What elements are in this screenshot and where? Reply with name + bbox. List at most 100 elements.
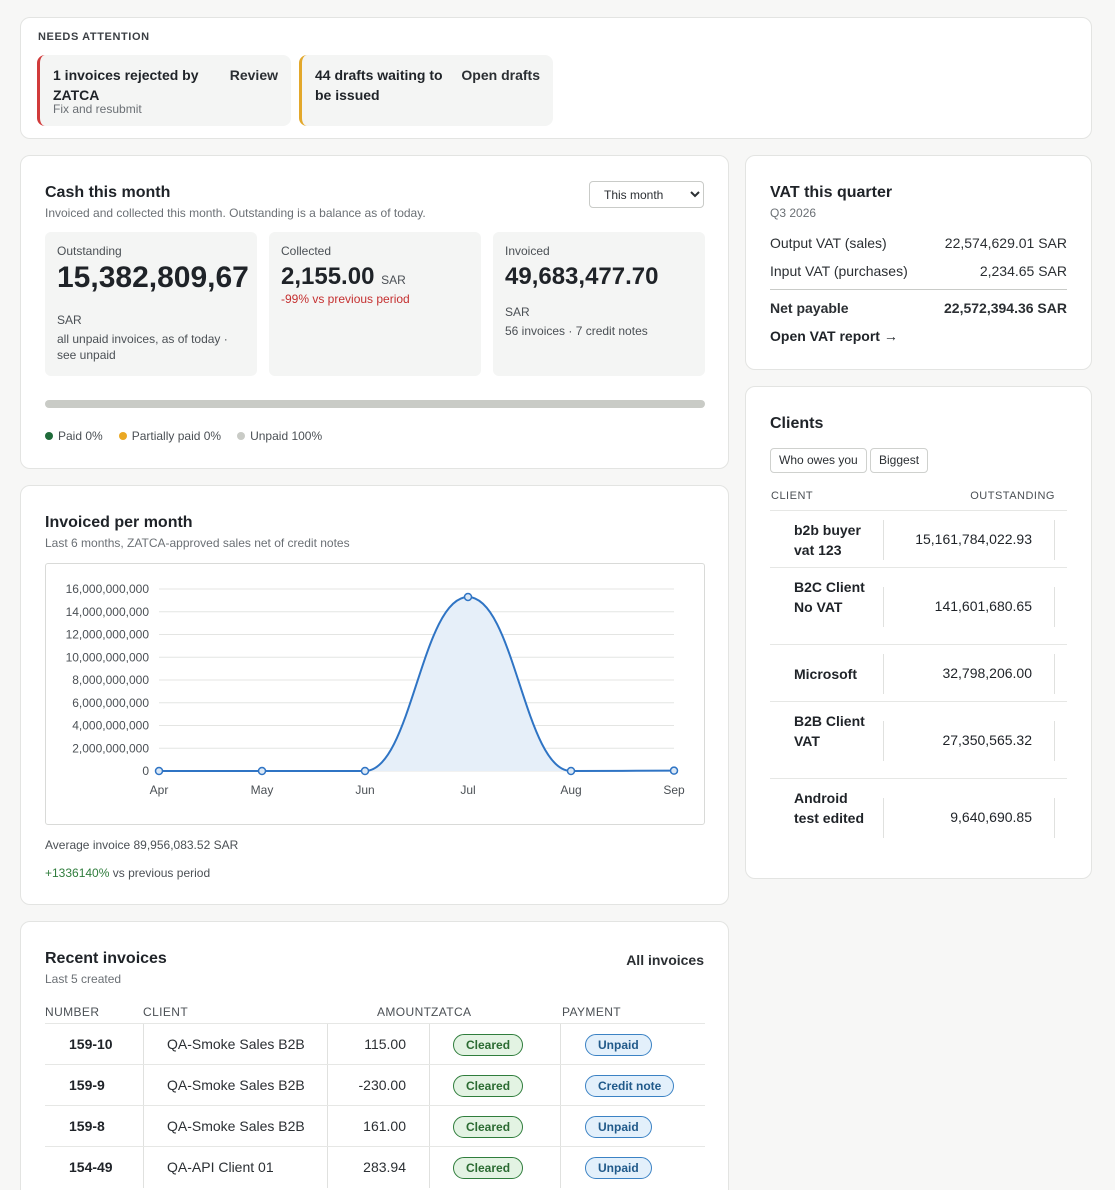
col-divider <box>143 1106 144 1147</box>
row-divider <box>1054 797 1055 838</box>
review-link[interactable]: Review <box>229 67 278 83</box>
col-zatca[interactable]: ZATCA <box>431 1005 472 1019</box>
x-tick-label: May <box>251 783 274 797</box>
invoice-number[interactable]: 159-8 <box>69 1118 105 1134</box>
recent-invoices-card: Recent invoices Last 5 created All invoi… <box>20 921 729 1190</box>
invoice-row[interactable]: 159-9 QA-Smoke Sales B2B -230.00 Cleared Cre… <box>45 1064 705 1106</box>
client-row[interactable]: b2b buyer vat 123 15,161,784,022.93 <box>770 510 1067 567</box>
open-vat-report-link[interactable]: Open VAT report → <box>770 328 898 344</box>
col-client[interactable]: CLIENT <box>143 1005 189 1019</box>
client-row[interactable]: B2C Client No VAT 141,601,680.65 <box>770 567 1067 644</box>
net-payable-label: Net payable <box>770 300 849 316</box>
y-tick-label: 12,000,000,000 <box>66 628 150 642</box>
row-divider <box>883 797 884 838</box>
recent-title: Recent invoices <box>45 950 167 967</box>
col-divider <box>327 1024 328 1065</box>
data-point <box>360 766 370 776</box>
invoiced-label: Invoiced <box>505 244 550 258</box>
invoice-number[interactable]: 159-9 <box>69 1077 105 1093</box>
y-tick-label: 14,000,000,000 <box>66 605 150 619</box>
outstanding-note[interactable]: all unpaid invoices, as of today · see u… <box>57 332 228 362</box>
tab-who-owes-you[interactable]: Who owes you <box>770 448 867 473</box>
invoice-number[interactable]: 159-10 <box>69 1036 113 1052</box>
alert-drafts-title: 44 drafts waiting to be issued <box>315 67 443 103</box>
invoiced-stat: Invoiced 49,683,477.70 SAR 56 invoices ·… <box>493 232 705 376</box>
x-tick-label: Jun <box>355 783 374 797</box>
invoiced-value: 49,683,477.70 <box>505 263 659 290</box>
invoice-number[interactable]: 154-49 <box>69 1159 113 1175</box>
average-invoice: Average invoice 89,956,083.52 SAR <box>45 838 239 852</box>
invoice-row[interactable]: 159-8 QA-Smoke Sales B2B 161.00 Cleared Unpa… <box>45 1105 705 1147</box>
row-divider <box>883 720 884 761</box>
col-payment[interactable]: PAYMENT <box>562 1005 622 1019</box>
alert-rejected-title: 1 invoices rejected by ZATCA <box>53 67 199 103</box>
client-outstanding: 15,161,784,022.93 <box>915 530 1032 547</box>
payment-status-badge: Unpaid <box>585 1157 652 1179</box>
input-vat-value: 2,234.65 SAR <box>979 263 1067 279</box>
cash-title: Cash this month <box>45 184 171 201</box>
client-row[interactable]: Microsoft 32,798,206.00 <box>770 644 1067 701</box>
outstanding-value: 15,382,809,67 <box>57 261 249 294</box>
y-tick-label: 8,000,000,000 <box>72 673 149 687</box>
client-row[interactable]: B2B Client VAT 27,350,565.32 <box>770 701 1067 778</box>
invoice-row[interactable]: 159-10 QA-Smoke Sales B2B 115.00 Cleared Unp… <box>45 1023 705 1065</box>
alert-drafts[interactable]: 44 drafts waiting to be issued Open draf… <box>299 55 553 126</box>
col-amount[interactable]: AMOUNT <box>377 1005 432 1019</box>
chart-subtitle: Last 6 months, ZATCA-approved sales net … <box>45 536 350 550</box>
collected-value: 2,155.00 <box>281 263 375 290</box>
invoice-amount: 115.00 <box>364 1036 406 1052</box>
client-name: Microsoft <box>794 665 857 682</box>
invoice-amount: -230.00 <box>358 1077 406 1093</box>
net-payable-value: 22,572,394.36 SAR <box>944 300 1067 316</box>
chart-change-suffix: vs previous period <box>109 866 211 880</box>
clients-card: Clients Who owes you Biggest CLIENT OUTS… <box>745 386 1092 879</box>
alert-rejected[interactable]: 1 invoices rejected by ZATCA Fix and res… <box>37 55 291 126</box>
invoiced-unit: SAR <box>505 305 530 319</box>
cash-card: Cash this month Invoiced and collected t… <box>20 155 729 469</box>
payment-legend: Paid 0% Partially paid 0% Unpaid 100% <box>45 429 322 443</box>
col-number[interactable]: NUMBER <box>45 1005 100 1019</box>
input-vat-label: Input VAT (purchases) <box>770 263 908 279</box>
outstanding-stat[interactable]: Outstanding 15,382,809,67 SAR all unpaid… <box>45 232 257 376</box>
chart-title: Invoiced per month <box>45 514 193 531</box>
chart-frame: 0 2,000,000,000 4,000,000,000 6,000,000,000… <box>45 563 705 825</box>
payment-progress-bar <box>45 400 705 408</box>
period-select[interactable]: This month <box>589 181 704 208</box>
all-invoices-link[interactable]: All invoices <box>626 952 704 968</box>
col-divider <box>143 1024 144 1065</box>
net-payable-row: Net payable 22,572,394.36 SAR <box>770 300 1067 316</box>
alert-rejected-subtitle: Fix and resubmit <box>53 102 142 116</box>
progress-unpaid <box>45 400 705 408</box>
output-vat-row: Output VAT (sales) 22,574,629.01 SAR <box>770 235 1067 251</box>
input-vat-row: Input VAT (purchases) 2,234.65 SAR <box>770 263 1067 279</box>
client-name: B2C Client No VAT <box>794 578 865 615</box>
client-row[interactable]: Android test edited 9,640,690.85 <box>770 778 1067 855</box>
data-point <box>463 592 473 602</box>
open-drafts-link[interactable]: Open drafts <box>461 67 540 83</box>
legend-unpaid-label: Unpaid 100% <box>250 429 323 443</box>
invoice-row[interactable]: 154-49 QA-API Client 01 283.94 Cleared Unpai… <box>45 1146 705 1188</box>
col-divider <box>143 1065 144 1106</box>
payment-status-badge: Credit note <box>585 1075 675 1097</box>
col-divider <box>429 1024 430 1065</box>
clients-title: Clients <box>770 415 824 432</box>
invoiced-note: 56 invoices · 7 credit notes <box>505 324 648 338</box>
x-tick-label: Jul <box>460 783 475 797</box>
payment-status-badge: Unpaid <box>585 1116 652 1138</box>
data-point <box>154 766 164 776</box>
chart-change-row: +1336140% vs previous period <box>45 866 210 880</box>
legend-partial: Partially paid 0% <box>118 429 221 443</box>
client-outstanding: 9,640,690.85 <box>950 808 1032 825</box>
chart-change-value: +1336140% <box>45 866 110 880</box>
col-client-header[interactable]: CLIENT <box>771 490 814 502</box>
row-divider <box>1054 586 1055 627</box>
col-outstanding-header[interactable]: OUTSTANDING <box>970 490 1055 502</box>
zatca-status-badge: Cleared <box>453 1157 524 1179</box>
invoice-client: QA-Smoke Sales B2B <box>167 1077 305 1093</box>
client-name: b2b buyer vat 123 <box>794 521 861 558</box>
col-divider <box>560 1065 561 1106</box>
tab-biggest[interactable]: Biggest <box>870 448 929 473</box>
needs-attention-title: NEEDS ATTENTION <box>38 31 150 43</box>
payment-status-badge: Unpaid <box>585 1034 652 1056</box>
row-divider <box>883 653 884 694</box>
